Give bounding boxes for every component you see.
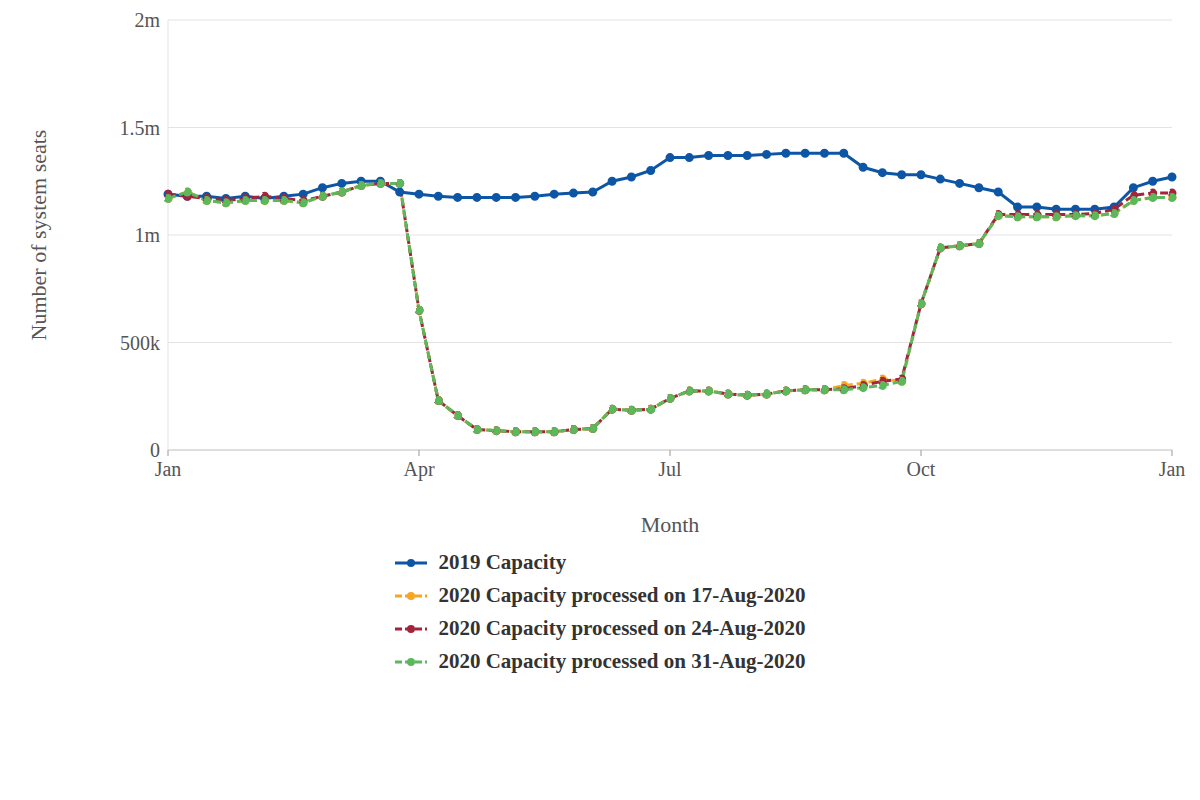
- svg-text:1m: 1m: [134, 224, 160, 246]
- svg-text:Jan: Jan: [155, 458, 182, 480]
- svg-text:1.5m: 1.5m: [119, 117, 160, 139]
- svg-text:Jul: Jul: [658, 458, 682, 480]
- html-text:2019 Capacity: 2019 Capacity: [438, 550, 567, 574]
- svg-text:Jan: Jan: [1159, 458, 1186, 480]
- html-text:2020 Capacity processed on 24-: 2020 Capacity processed on 24-Aug-2020: [438, 616, 806, 640]
- svg-text:0: 0: [150, 439, 160, 461]
- svg-text:Month: Month: [641, 512, 700, 537]
- html-text:2020 Capacity processed on 17-: 2020 Capacity processed on 17-Aug-2020: [438, 583, 806, 607]
- svg-text:Oct: Oct: [907, 458, 936, 480]
- svg-text:2m: 2m: [134, 9, 160, 31]
- svg-text:Apr: Apr: [403, 458, 434, 481]
- svg-text:Number of system seats: Number of system seats: [26, 130, 51, 341]
- svg-text:500k: 500k: [120, 332, 160, 354]
- html-text:2020 Capacity processed on 31-: 2020 Capacity processed on 31-Aug-2020: [438, 649, 806, 673]
